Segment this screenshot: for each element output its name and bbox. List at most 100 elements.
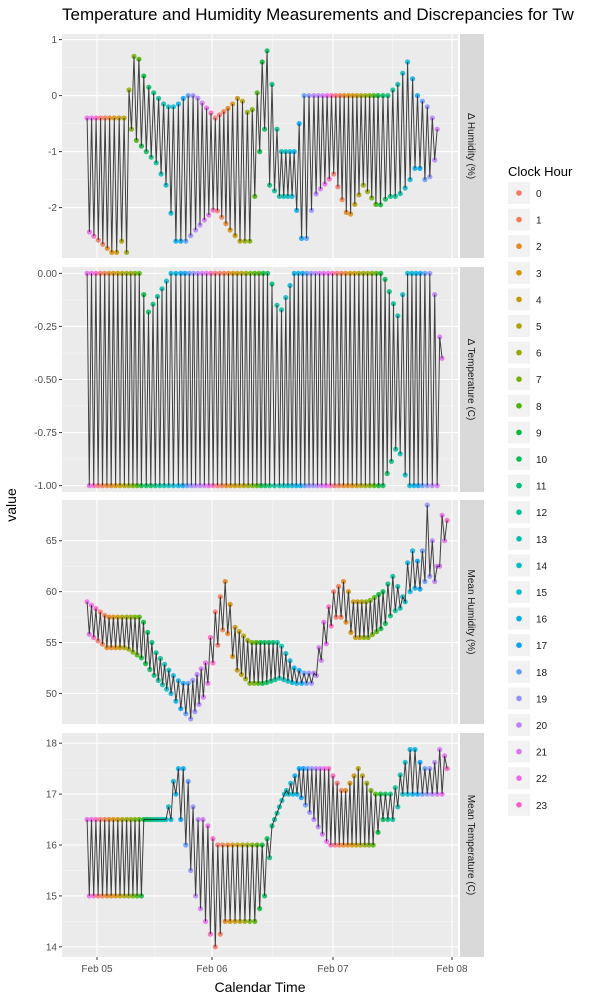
series-line (86, 505, 448, 719)
x-axis-label: Calendar Time (214, 979, 305, 995)
legend-entry: 17 (508, 634, 548, 657)
series-line (86, 50, 438, 253)
legend-swatch (516, 456, 522, 462)
legend-swatch (516, 536, 522, 542)
legend-label: 4 (536, 295, 542, 306)
legend-entry: 0 (508, 182, 542, 204)
facet-panel: Mean Humidity (%) (62, 500, 484, 724)
facet-strip-label: Δ Temperature (C) (465, 339, 476, 421)
panels-layer: Δ Humidity (%) Δ Temperature (C) Mean Humi… (62, 34, 484, 957)
legend-label: 19 (536, 694, 548, 705)
series-line (86, 749, 448, 947)
legend-entry: 13 (508, 527, 548, 550)
x-tick-label: Feb 07 (317, 964, 349, 975)
legend-swatch (516, 748, 522, 755)
legend-swatch (516, 270, 522, 276)
x-tick-label: Feb 08 (436, 964, 468, 975)
facet-strip-label: Δ Humidity (%) (465, 113, 476, 179)
legend-label: 20 (536, 721, 548, 732)
legend-entry: 5 (508, 315, 542, 337)
legend-label: 15 (536, 588, 548, 599)
facet-strip-label: Mean Temperature (C) (465, 795, 476, 895)
y-tick-label: 0 (51, 91, 57, 102)
legend-label: 9 (536, 428, 542, 439)
legend-label: 12 (536, 508, 548, 519)
legend-swatch (516, 482, 522, 489)
facet-strip (460, 267, 484, 492)
legend-swatch (516, 669, 522, 675)
x-tick-label: Feb 06 (196, 964, 228, 975)
legend-entry: 16 (508, 607, 548, 630)
legend-swatch (516, 349, 522, 356)
legend-entry: 9 (508, 421, 542, 444)
legend-entry: 7 (508, 368, 542, 391)
chart-title: Temperature and Humidity Measurements an… (62, 5, 575, 24)
facet-strip (460, 733, 484, 957)
legend-entry: 11 (508, 474, 547, 497)
legend-swatch (516, 429, 522, 436)
legend-entry: 3 (508, 261, 542, 284)
legend-swatch (516, 509, 522, 515)
legend-entry: 18 (508, 660, 548, 683)
legend-label: 3 (536, 269, 542, 280)
legend-label: 22 (536, 774, 548, 785)
legend-label: 16 (536, 615, 548, 626)
facet-panel: Δ Temperature (C) (62, 267, 484, 492)
legend-label: 11 (536, 482, 547, 493)
y-tick-label: 16 (46, 841, 58, 852)
legend-swatch (516, 216, 522, 223)
y-tick-label: 55 (46, 638, 58, 649)
legend-label: 5 (536, 322, 542, 333)
legend-label: 7 (536, 375, 542, 386)
y-tick-label: 60 (46, 587, 58, 598)
y-tick-label: 1 (51, 35, 57, 46)
legend-label: 8 (536, 402, 542, 413)
y-tick-label: 17 (46, 790, 58, 801)
legend-entry: 14 (508, 554, 548, 577)
legend-label: 10 (536, 455, 548, 466)
facet-panel: Mean Temperature (C) (62, 733, 484, 957)
legend-entry: 15 (508, 581, 548, 603)
legend-label: 21 (536, 748, 548, 759)
legend-swatch (516, 323, 522, 329)
legend-label: 0 (536, 189, 542, 200)
y-tick-label: -2 (48, 203, 57, 214)
y-tick-label: -1 (48, 147, 57, 158)
legend-label: 17 (536, 641, 548, 652)
y-tick-label: 65 (46, 536, 58, 547)
y-tick-label: -0.75 (34, 428, 57, 439)
legend-label: 18 (536, 668, 548, 679)
y-tick-label: 18 (46, 739, 58, 750)
legend-swatch (516, 802, 522, 808)
series-line (86, 273, 443, 486)
legend-label: 23 (536, 801, 548, 812)
legend-entry: 6 (508, 341, 542, 364)
legend-entry: 12 (508, 501, 548, 524)
legend-entry: 2 (508, 235, 542, 258)
panel-background (62, 500, 458, 724)
legend-entry: 4 (508, 288, 542, 311)
legend-swatch (516, 722, 522, 728)
y-axis-label: value (3, 488, 19, 522)
y-tick-label: -1.00 (34, 481, 57, 492)
legend-entry: 20 (508, 714, 548, 736)
axes-layer: 1 0 -1 -2 0.00 -0.25 -0.50 -0.75 -1.00 65 60 55 50 18… (34, 35, 468, 975)
facet-strip-label: Mean Humidity (%) (465, 569, 476, 654)
y-tick-label: 0.00 (38, 269, 58, 280)
legend-swatch (516, 562, 522, 569)
legend-label: 2 (536, 242, 542, 253)
legend-swatch (516, 403, 522, 409)
legend-swatch (516, 296, 522, 303)
legend-swatch (516, 376, 522, 383)
legend-entry: 8 (508, 394, 542, 417)
legend-swatch (516, 642, 522, 648)
legend-entry: 22 (508, 767, 548, 790)
legend-title: Clock Hour (508, 164, 573, 179)
facet-strip (460, 34, 484, 258)
legend-label: 14 (536, 561, 548, 572)
legend-label: 13 (536, 535, 548, 546)
legend-label: 1 (536, 216, 542, 227)
legend-entry: 23 (508, 793, 548, 816)
y-tick-label: 50 (46, 689, 58, 700)
legend-entry: 19 (508, 687, 548, 710)
